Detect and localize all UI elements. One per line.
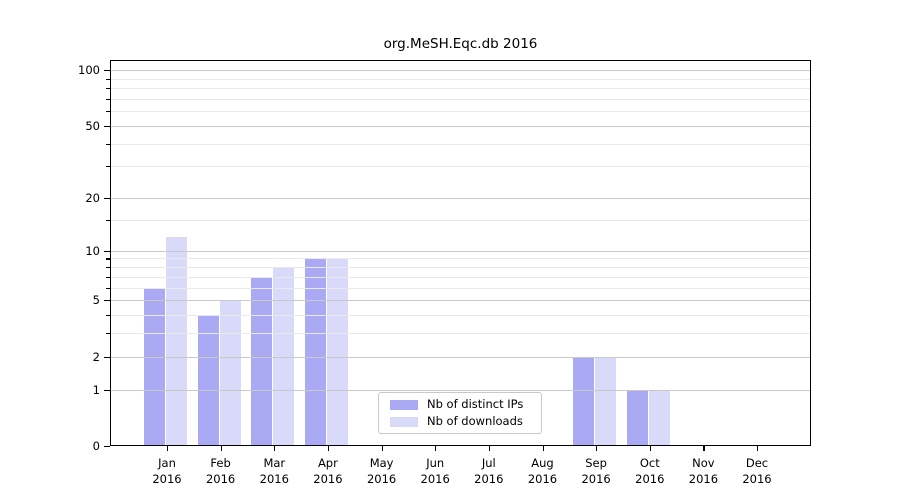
bar-distinct-ips-sep bbox=[573, 356, 595, 446]
x-tick-label-jan: Jan 2016 bbox=[152, 456, 182, 486]
gridline-10 bbox=[111, 250, 810, 252]
gridline-minor-4 bbox=[111, 314, 810, 316]
x-tick-label-nov: Nov 2016 bbox=[688, 456, 719, 486]
legend-label-distinct-ips: Nb of distinct IPs bbox=[427, 397, 524, 411]
x-tick-label-oct: Oct 2016 bbox=[635, 456, 665, 486]
y-minortick-80 bbox=[106, 88, 110, 90]
x-tick-oct bbox=[649, 446, 651, 451]
legend-row-downloads: Nb of downloads bbox=[390, 415, 541, 428]
y-minortick-60 bbox=[106, 111, 110, 113]
x-tick-jun bbox=[435, 446, 437, 451]
y-minortick-8 bbox=[106, 267, 110, 269]
x-tick-label-feb: Feb 2016 bbox=[205, 456, 236, 486]
gridline-1 bbox=[111, 389, 810, 391]
x-tick-label-jul: Jul 2016 bbox=[474, 456, 504, 486]
y-tick-label-5: 5 bbox=[92, 293, 100, 307]
x-tick-nov bbox=[703, 446, 705, 451]
gridline-minor-40 bbox=[111, 143, 810, 145]
bar-distinct-ips-oct bbox=[626, 389, 648, 446]
gridline-minor-6 bbox=[111, 287, 810, 289]
gridline-minor-60 bbox=[111, 111, 810, 113]
bar-distinct-ips-jan bbox=[144, 287, 165, 446]
y-tick-label-50: 50 bbox=[85, 118, 100, 133]
y-tick-2 bbox=[104, 356, 110, 358]
gridline-minor-70 bbox=[111, 98, 810, 100]
y-minortick-15 bbox=[106, 220, 110, 222]
x-tick-feb bbox=[220, 446, 222, 451]
y-minortick-3 bbox=[106, 333, 110, 335]
y-tick-label-20: 20 bbox=[85, 191, 100, 205]
y-tick-label-2: 2 bbox=[92, 349, 100, 364]
gridline-minor-7 bbox=[111, 276, 810, 278]
gridline-minor-90 bbox=[111, 78, 810, 80]
bar-distinct-ips-apr bbox=[304, 258, 326, 446]
y-minortick-9 bbox=[106, 258, 110, 260]
bar-downloads-feb bbox=[219, 300, 241, 446]
x-tick-label-mar: Mar 2016 bbox=[259, 456, 289, 486]
x-tick-label-sep: Sep 2016 bbox=[581, 456, 611, 486]
bar-downloads-oct bbox=[648, 389, 670, 446]
bar-distinct-ips-feb bbox=[197, 314, 219, 446]
y-tick-0 bbox=[104, 446, 110, 448]
chart-title: org.MeSH.Eqc.db 2016 bbox=[383, 36, 538, 52]
legend-swatch-distinct-ips bbox=[390, 399, 418, 410]
x-tick-aug bbox=[542, 446, 544, 451]
legend-swatch-downloads bbox=[390, 416, 418, 427]
y-tick-1 bbox=[104, 389, 110, 391]
legend-label-downloads: Nb of downloads bbox=[427, 414, 523, 428]
y-minortick-90 bbox=[106, 78, 110, 80]
x-tick-may bbox=[381, 446, 383, 451]
bar-downloads-jan bbox=[166, 237, 187, 446]
y-tick-20 bbox=[104, 198, 110, 200]
bar-distinct-ips-mar bbox=[251, 276, 273, 446]
y-tick-label-100: 100 bbox=[78, 63, 100, 77]
gridline-100 bbox=[111, 70, 810, 71]
legend: Nb of distinct IPs Nb of downloads bbox=[378, 392, 542, 434]
y-tick-label-1: 1 bbox=[92, 382, 100, 397]
y-tick-10 bbox=[104, 250, 110, 252]
gridline-minor-8 bbox=[111, 267, 810, 268]
x-tick-apr bbox=[327, 446, 330, 451]
y-minortick-6 bbox=[106, 287, 110, 289]
gridline-minor-30 bbox=[111, 166, 810, 168]
bar-downloads-apr bbox=[326, 258, 348, 446]
y-minortick-4 bbox=[106, 314, 110, 317]
gridline-5 bbox=[111, 300, 810, 301]
y-minortick-70 bbox=[106, 98, 110, 100]
x-tick-dec bbox=[757, 446, 759, 451]
x-tick-label-aug: Aug 2016 bbox=[527, 456, 558, 486]
y-tick-label-10: 10 bbox=[85, 243, 100, 258]
gridline-minor-15 bbox=[111, 220, 810, 222]
y-tick-100 bbox=[104, 70, 110, 72]
gridline-minor-3 bbox=[111, 333, 810, 335]
x-tick-label-jun: Jun 2016 bbox=[420, 456, 450, 486]
bar-downloads-sep bbox=[595, 356, 617, 446]
x-tick-sep bbox=[596, 446, 598, 451]
x-tick-jul bbox=[488, 446, 490, 451]
gridline-minor-80 bbox=[111, 88, 810, 89]
legend-row-distinct-ips: Nb of distinct IPs bbox=[390, 398, 541, 411]
y-tick-50 bbox=[104, 125, 110, 127]
x-tick-jan bbox=[167, 446, 169, 451]
gridline-minor-9 bbox=[111, 258, 810, 260]
x-tick-mar bbox=[274, 446, 276, 451]
y-minortick-40 bbox=[106, 143, 110, 145]
y-minortick-30 bbox=[106, 166, 110, 168]
gridline-50 bbox=[111, 125, 810, 127]
x-tick-label-dec: Dec 2016 bbox=[742, 456, 772, 486]
gridline-20 bbox=[111, 198, 810, 199]
y-tick-5 bbox=[104, 300, 110, 302]
y-minortick-7 bbox=[106, 276, 110, 278]
gridline-2 bbox=[111, 356, 810, 358]
y-tick-label-0: 0 bbox=[92, 439, 100, 453]
x-tick-label-may: May 2016 bbox=[366, 456, 397, 486]
x-tick-label-apr: Apr 2016 bbox=[313, 456, 343, 486]
